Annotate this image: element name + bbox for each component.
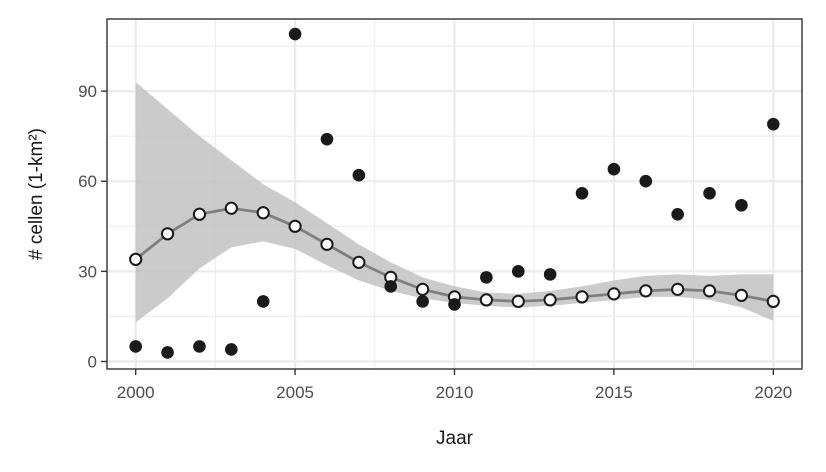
x-axis: 2000 2005 2010 2015 2020 bbox=[117, 369, 792, 402]
fitted-point bbox=[639, 284, 653, 298]
observed-point bbox=[735, 198, 748, 212]
x-axis-title: Jaar bbox=[436, 428, 474, 449]
observed-point bbox=[129, 340, 142, 353]
fitted-point bbox=[607, 287, 621, 301]
observed-point bbox=[416, 295, 429, 308]
observed-point bbox=[639, 174, 653, 188]
observed-point bbox=[288, 27, 302, 41]
fitted-point bbox=[352, 255, 366, 269]
observed-point bbox=[352, 168, 366, 182]
fitted-points bbox=[129, 201, 780, 309]
fitted-point bbox=[702, 284, 717, 298]
y-axis: 0 30 60 90 bbox=[78, 82, 107, 371]
observed-point bbox=[384, 280, 398, 293]
fitted-point bbox=[575, 290, 589, 304]
observed-point bbox=[767, 117, 780, 131]
y-tick-label: 30 bbox=[78, 262, 97, 281]
observed-point bbox=[543, 268, 557, 281]
observed-point bbox=[193, 340, 206, 353]
observed-point bbox=[575, 186, 589, 200]
fitted-point bbox=[256, 206, 270, 220]
x-tick-label: 2005 bbox=[276, 383, 314, 402]
fitted-point bbox=[160, 227, 175, 241]
fitted-point bbox=[288, 219, 302, 233]
observed-point bbox=[320, 132, 334, 146]
observed-point bbox=[161, 346, 174, 359]
fitted-point bbox=[479, 293, 493, 307]
observed-point bbox=[480, 271, 493, 284]
confidence-ribbon bbox=[135, 82, 774, 323]
y-tick-label: 90 bbox=[78, 82, 97, 101]
x-tick-label: 2010 bbox=[436, 383, 474, 402]
fitted-point bbox=[511, 294, 525, 309]
observed-point bbox=[671, 207, 684, 221]
fitted-point bbox=[192, 207, 207, 221]
observed-point bbox=[225, 343, 238, 356]
x-tick-label: 2000 bbox=[117, 383, 155, 402]
observed-points bbox=[129, 27, 780, 359]
fitted-point bbox=[416, 282, 430, 296]
observed-point bbox=[511, 265, 525, 278]
y-axis-title: # cellen (1-km²) bbox=[26, 128, 47, 260]
fitted-point bbox=[129, 252, 143, 266]
observed-point bbox=[256, 295, 270, 308]
fitted-point bbox=[320, 237, 334, 251]
observed-point bbox=[448, 298, 461, 311]
x-tick-label: 2015 bbox=[595, 383, 633, 402]
x-tick-label: 2020 bbox=[754, 383, 792, 402]
y-tick-label: 0 bbox=[88, 352, 97, 371]
fitted-point bbox=[766, 294, 780, 309]
y-tick-label: 60 bbox=[78, 172, 97, 191]
observed-point bbox=[703, 186, 716, 200]
fitted-point bbox=[734, 288, 749, 302]
fitted-point bbox=[543, 293, 557, 307]
fitted-point bbox=[224, 201, 238, 215]
fitted-point bbox=[671, 282, 685, 296]
observed-point bbox=[607, 162, 621, 176]
